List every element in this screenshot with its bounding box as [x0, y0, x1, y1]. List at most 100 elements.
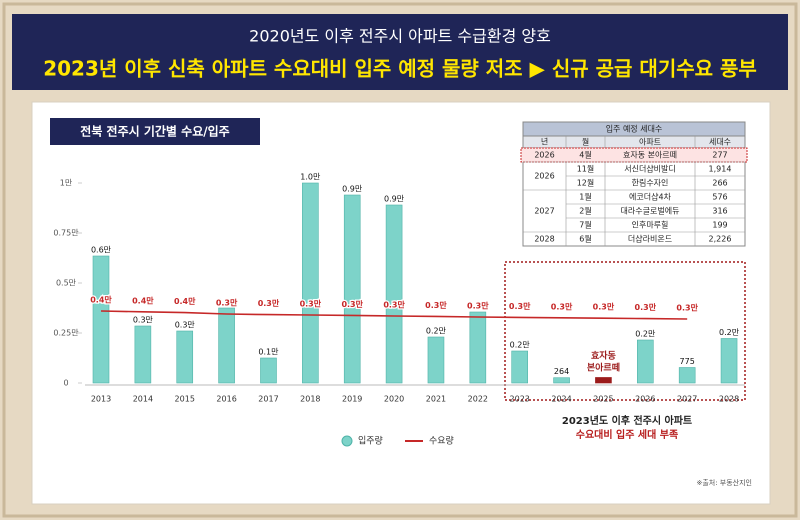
bar — [720, 338, 738, 384]
x-tick-label: 2018 — [300, 395, 320, 404]
bar — [343, 194, 361, 384]
table-header: 아파트 — [639, 137, 661, 147]
table-cell: 인후마루힐 — [632, 220, 669, 230]
bar-value-label: 0.2만 — [426, 327, 447, 336]
y-tick-label: 0.5만 — [56, 279, 77, 288]
bar-value-label: 0.2만 — [510, 341, 531, 350]
y-tick-label: 0 — [63, 379, 68, 388]
bar — [260, 357, 277, 384]
header-band — [12, 14, 788, 90]
bar — [469, 311, 487, 384]
annotation: 효자동 — [591, 350, 616, 362]
table-cell: 12월 — [577, 178, 595, 188]
x-tick-label: 2020 — [384, 395, 404, 404]
x-tick-label: 2014 — [133, 395, 153, 404]
bar — [385, 204, 403, 384]
line-value-label: 0.3만 — [216, 298, 238, 308]
table-cell: 2026 — [534, 151, 554, 160]
line-value-label: 0.4만 — [174, 296, 196, 306]
bar-value-label: 0.6만 — [91, 246, 112, 255]
y-tick-label: 0.25만 — [53, 329, 79, 338]
bar — [595, 377, 612, 384]
bar-value-label: 0.2만 — [719, 328, 740, 337]
bar-value-label: 1.0만 — [300, 173, 321, 182]
line-value-label: 0.3만 — [425, 300, 447, 310]
line-value-label: 0.3만 — [676, 303, 698, 313]
bar — [134, 325, 152, 384]
table-cell: 서신더샵비발디 — [624, 164, 676, 174]
header-line2: 2023년 이후 신축 아파트 수요대비 입주 예정 물량 저조 ▶ 신규 공급… — [43, 57, 757, 81]
table-cell: 576 — [712, 193, 727, 202]
table-header: 세대수 — [709, 138, 731, 147]
x-tick-label: 2025 — [593, 395, 613, 404]
table-cell: 316 — [712, 207, 727, 216]
line-value-label: 0.3만 — [258, 298, 280, 308]
x-tick-label: 2021 — [426, 395, 446, 404]
line-value-label: 0.4만 — [90, 295, 112, 305]
table-cell: 2월 — [579, 206, 591, 216]
callout: 2023년도 이후 전주시 아파트 — [562, 414, 692, 427]
x-tick-label: 2015 — [175, 395, 195, 404]
line-value-label: 0.3만 — [341, 299, 363, 309]
legend-label: 수요량 — [429, 435, 454, 447]
table-cell: 277 — [712, 151, 727, 160]
bar-value-label: 0.1만 — [258, 348, 279, 357]
bar-value-label: 0.9만 — [342, 185, 363, 194]
bar-value-label: 775 — [680, 357, 695, 366]
x-tick-label: 2017 — [258, 395, 278, 404]
line-value-label: 0.3만 — [593, 302, 615, 312]
callout: 수요대비 입주 세대 부족 — [576, 428, 678, 441]
table-cell: 효자동 본아르떼 — [623, 150, 677, 160]
line-value-label: 0.3만 — [300, 299, 322, 309]
bar — [511, 350, 529, 384]
focus-box — [504, 261, 746, 401]
bar — [678, 367, 696, 384]
table-cell: 2,226 — [709, 235, 732, 244]
x-tick-label: 2019 — [342, 395, 362, 404]
demand-line — [100, 310, 688, 320]
line-value-label: 0.3만 — [383, 300, 405, 310]
panel-title: 전북 전주시 기간별 수요/입주 — [80, 124, 229, 139]
bar-value-label: 0.2만 — [635, 330, 656, 339]
x-tick-label: 2013 — [91, 395, 111, 404]
x-tick-label: 2024 — [551, 395, 571, 404]
header-line1: 2020년도 이후 전주시 아파트 수급환경 양호 — [249, 27, 551, 46]
x-tick-label: 2027 — [677, 395, 697, 404]
bar-value-label: 264 — [554, 367, 569, 376]
legend-label: 입주량 — [358, 435, 383, 447]
bar-value-label: 0.4만 — [217, 298, 238, 307]
x-tick-label: 2028 — [719, 395, 739, 404]
y-tick-label: 0.75만 — [53, 229, 79, 238]
bar-value-label: 0.3만 — [133, 316, 154, 325]
bar-value-label: 0.4만 — [468, 302, 489, 311]
line-value-label: 0.4만 — [132, 295, 154, 305]
panel-title-box — [50, 118, 260, 145]
legend-swatch — [341, 435, 353, 447]
table-cell: 266 — [712, 179, 727, 188]
bar — [427, 336, 445, 384]
y-tick-label: 1만 — [60, 179, 73, 188]
table-header: 월 — [582, 137, 589, 147]
table-cell: 대라수글로벌에듀 — [621, 206, 680, 216]
bar — [92, 255, 110, 384]
table-cell: 더샵라비온드 — [628, 234, 672, 244]
bar-value-label: 0.9만 — [384, 195, 405, 204]
bar — [218, 307, 235, 384]
table-cell: 2026 — [534, 172, 554, 181]
table-title: 입주 예정 세대수 — [606, 124, 663, 134]
source: ※출처: 부동산지인 — [696, 478, 752, 487]
table-cell: 6월 — [579, 234, 591, 244]
bar — [637, 339, 654, 384]
table-cell: 한림수자인 — [632, 178, 669, 188]
bar — [176, 330, 194, 384]
x-tick-label: 2022 — [468, 395, 488, 404]
x-tick-label: 2023 — [510, 395, 530, 404]
table-cell: 1월 — [579, 192, 591, 202]
line-value-label: 0.3만 — [551, 301, 573, 311]
table-cell: 2028 — [534, 235, 554, 244]
table-header: 년 — [541, 137, 548, 147]
bar-value-label: 0.3만 — [175, 321, 196, 330]
bar — [302, 182, 319, 384]
table-cell: 4월 — [579, 150, 591, 160]
